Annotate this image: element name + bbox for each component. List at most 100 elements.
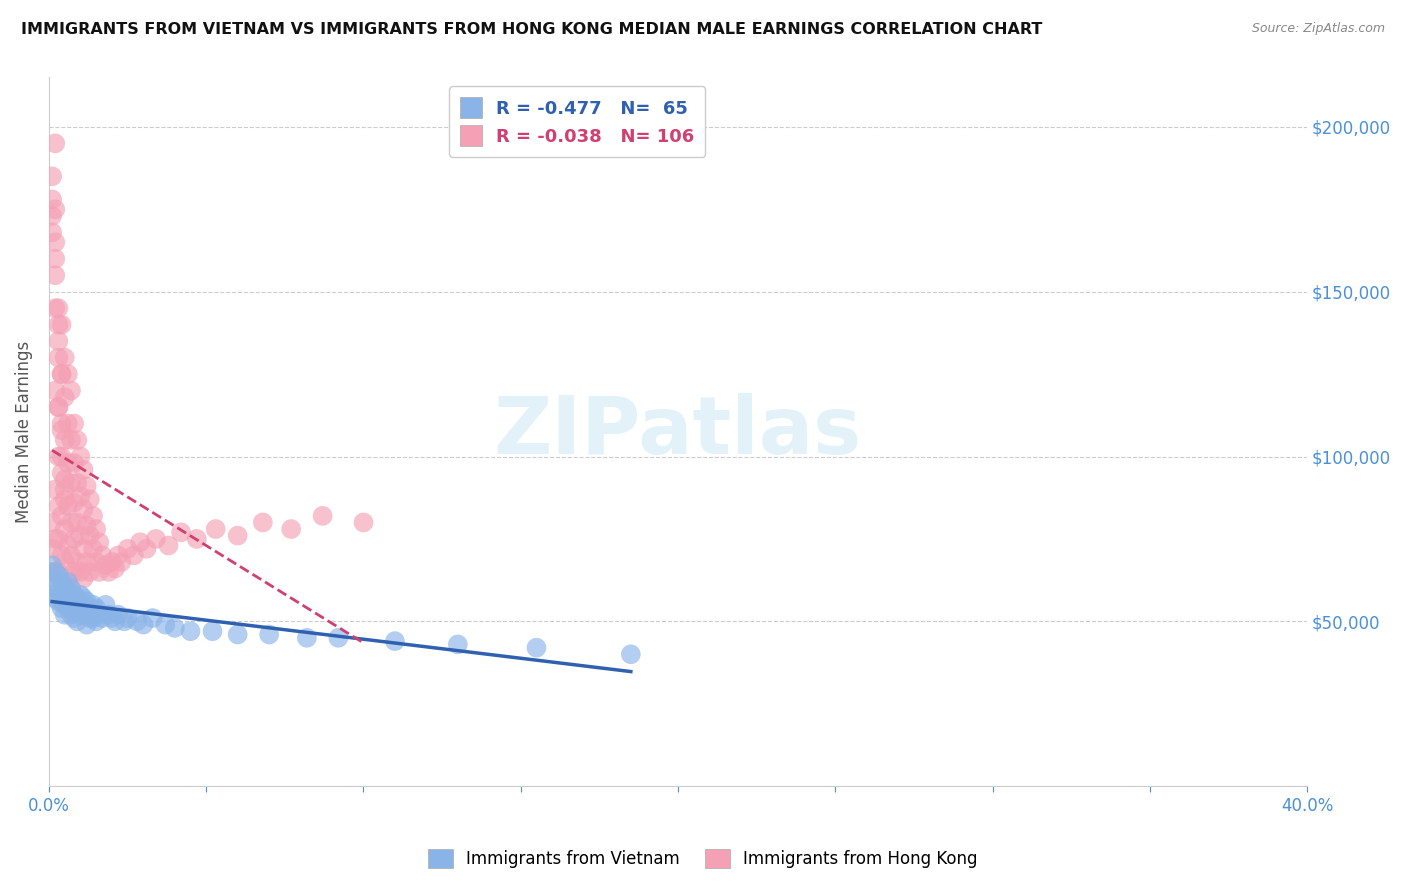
Point	[63, 598, 86, 612]
Point	[84, 615, 107, 629]
Point	[447, 637, 470, 651]
Y-axis label: Median Male Earnings: Median Male Earnings	[15, 341, 32, 523]
Point	[84, 601, 107, 615]
Point	[79, 611, 101, 625]
Point	[48, 400, 70, 414]
Point	[76, 594, 98, 608]
Point	[51, 601, 73, 615]
Point	[44, 235, 66, 250]
Point	[44, 591, 66, 606]
Point	[44, 565, 66, 579]
Point	[66, 601, 89, 615]
Point	[63, 611, 86, 625]
Point	[44, 384, 66, 398]
Point	[84, 555, 107, 569]
Point	[41, 193, 63, 207]
Point	[526, 640, 548, 655]
Point	[41, 565, 63, 579]
Point	[56, 574, 79, 589]
Point	[63, 532, 86, 546]
Point	[89, 535, 111, 549]
Point	[51, 588, 73, 602]
Point	[48, 301, 70, 315]
Point	[66, 475, 89, 490]
Point	[53, 433, 76, 447]
Point	[56, 539, 79, 553]
Point	[59, 582, 82, 596]
Point	[48, 594, 70, 608]
Text: IMMIGRANTS FROM VIETNAM VS IMMIGRANTS FROM HONG KONG MEDIAN MALE EARNINGS CORREL: IMMIGRANTS FROM VIETNAM VS IMMIGRANTS FR…	[21, 22, 1042, 37]
Point	[48, 318, 70, 332]
Point	[82, 541, 104, 556]
Point	[41, 558, 63, 573]
Point	[66, 555, 89, 569]
Point	[51, 318, 73, 332]
Point	[82, 508, 104, 523]
Point	[59, 433, 82, 447]
Point	[89, 565, 111, 579]
Point	[76, 617, 98, 632]
Point	[620, 648, 643, 662]
Point	[76, 555, 98, 569]
Point	[56, 456, 79, 470]
Text: Source: ZipAtlas.com: Source: ZipAtlas.com	[1251, 22, 1385, 36]
Point	[53, 555, 76, 569]
Point	[41, 169, 63, 184]
Point	[59, 594, 82, 608]
Point	[94, 558, 117, 573]
Point	[97, 565, 120, 579]
Point	[63, 456, 86, 470]
Point	[257, 627, 280, 641]
Point	[104, 561, 127, 575]
Point	[101, 555, 124, 569]
Point	[69, 598, 91, 612]
Point	[48, 450, 70, 464]
Point	[59, 549, 82, 563]
Text: ZIPatlas: ZIPatlas	[494, 392, 862, 471]
Point	[44, 301, 66, 315]
Point	[226, 528, 249, 542]
Point	[48, 400, 70, 414]
Point	[53, 390, 76, 404]
Point	[84, 522, 107, 536]
Point	[53, 607, 76, 622]
Point	[53, 492, 76, 507]
Point	[63, 417, 86, 431]
Point	[142, 611, 165, 625]
Point	[91, 549, 114, 563]
Point	[226, 627, 249, 641]
Point	[110, 555, 132, 569]
Point	[72, 463, 94, 477]
Point	[69, 565, 91, 579]
Point	[353, 516, 375, 530]
Point	[122, 549, 145, 563]
Point	[56, 499, 79, 513]
Point	[51, 367, 73, 381]
Point	[51, 417, 73, 431]
Point	[53, 522, 76, 536]
Point	[82, 598, 104, 612]
Point	[69, 489, 91, 503]
Point	[59, 516, 82, 530]
Point	[72, 604, 94, 618]
Point	[66, 433, 89, 447]
Legend: R = -0.477   N=  65, R = -0.038   N= 106: R = -0.477 N= 65, R = -0.038 N= 106	[450, 87, 706, 157]
Point	[163, 621, 186, 635]
Point	[44, 565, 66, 579]
Point	[82, 611, 104, 625]
Point	[41, 574, 63, 589]
Point	[53, 591, 76, 606]
Point	[56, 601, 79, 615]
Point	[72, 502, 94, 516]
Point	[107, 607, 129, 622]
Point	[44, 136, 66, 151]
Point	[51, 508, 73, 523]
Point	[59, 384, 82, 398]
Point	[117, 541, 139, 556]
Point	[44, 252, 66, 266]
Point	[41, 541, 63, 556]
Point	[107, 549, 129, 563]
Point	[59, 475, 82, 490]
Point	[48, 334, 70, 348]
Point	[72, 541, 94, 556]
